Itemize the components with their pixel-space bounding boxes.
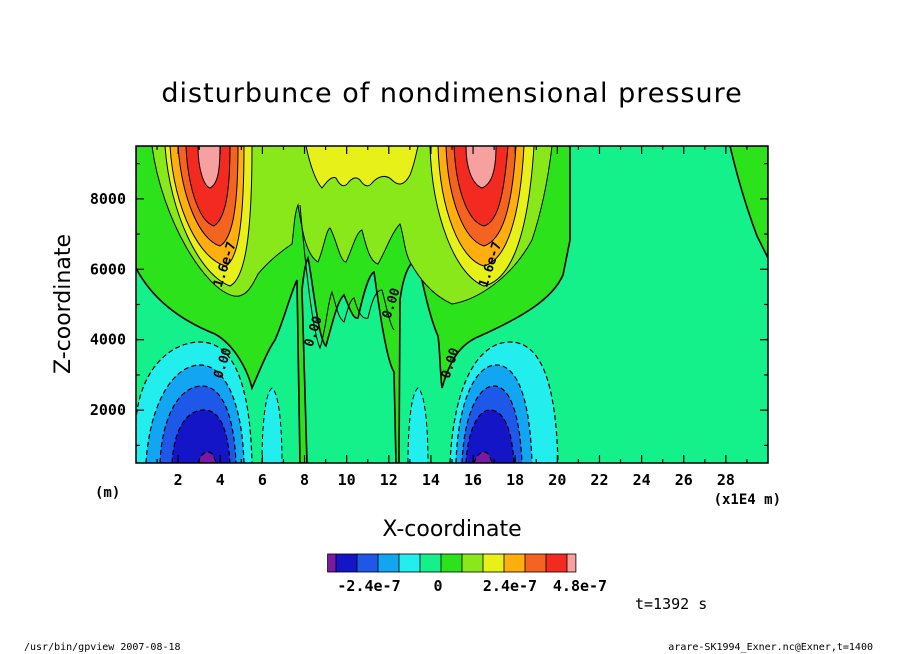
contour-line-central-lime-inner [299,204,395,350]
colorbar-swatch [327,553,337,573]
x-tick-label: 20 [548,471,566,489]
x-tick-label: 2 [174,471,183,489]
x-tick-label: 22 [590,471,608,489]
y-axis-label: Z-coordinate [51,234,76,374]
colorbar-tick-label: -2.4e-7 [337,577,400,595]
x-unit-right: (x1E4 m) [714,492,781,508]
colorbar-swatch [566,553,577,573]
time-label: t=1392 s [635,595,707,613]
contour-band-right-green [729,146,768,259]
colorbar-swatch [440,553,463,573]
y-tick-label: 6000 [90,260,126,278]
x-tick-label: 8 [300,471,309,489]
y-axis-ticks: 2000 4000 6000 8000 [90,163,768,446]
right-positive-column [429,146,535,287]
x-tick-label: 18 [506,471,524,489]
x-tick-label: 28 [717,471,735,489]
x-axis-ticks: 2 4 6 8 10 12 14 16 18 20 22 24 26 28 [156,146,748,489]
x-axis-label: X-coordinate [382,517,521,542]
footer-right: arare-SK1994_Exner.nc@Exner,t=1400 [668,642,873,653]
colorbar-swatch [461,553,484,573]
x-tick-label: 12 [380,471,398,489]
colorbar-swatch [398,553,421,573]
y-tick-label: 4000 [90,331,126,349]
colorbar-labels: -2.4e-7 0 2.4e-7 4.8e-7 [337,577,607,595]
colorbar-tick-label: 2.4e-7 [483,577,537,595]
x-unit-left: (m) [95,485,120,501]
x-tick-label: 24 [633,471,651,489]
footer-left: /usr/bin/gpview 2007-08-18 [24,642,181,653]
contour-band-central-yellow [305,146,419,189]
colorbar-swatch [482,553,505,573]
y-tick-label: 8000 [90,190,126,208]
colorbar-swatch [335,553,358,573]
colorbar-swatch [503,553,526,573]
y-tick-label: 2000 [90,401,126,419]
right-negative-pool [449,341,559,463]
plot-area [136,146,768,463]
colorbar-swatch [524,553,547,573]
left-positive-column [164,146,253,287]
left-negative-pool [136,341,253,463]
x-tick-label: 4 [216,471,225,489]
x-tick-label: 26 [675,471,693,489]
small-negative-lobe-left [261,387,283,463]
x-tick-label: 6 [258,471,267,489]
x-tick-label: 14 [422,471,440,489]
colorbar-swatch [356,553,379,573]
colorbar-swatch [419,553,442,573]
colorbar-tick-label: 4.8e-7 [553,577,607,595]
x-tick-label: 10 [338,471,356,489]
colorbar-swatch [545,553,568,573]
small-negative-lobe-right [407,387,429,463]
colorbar-tick-label: 0 [433,577,442,595]
colorbar-swatch [377,553,400,573]
colorbar [327,553,577,573]
chart-title: disturbunce of nondimensional pressure [161,78,742,109]
x-tick-label: 16 [464,471,482,489]
